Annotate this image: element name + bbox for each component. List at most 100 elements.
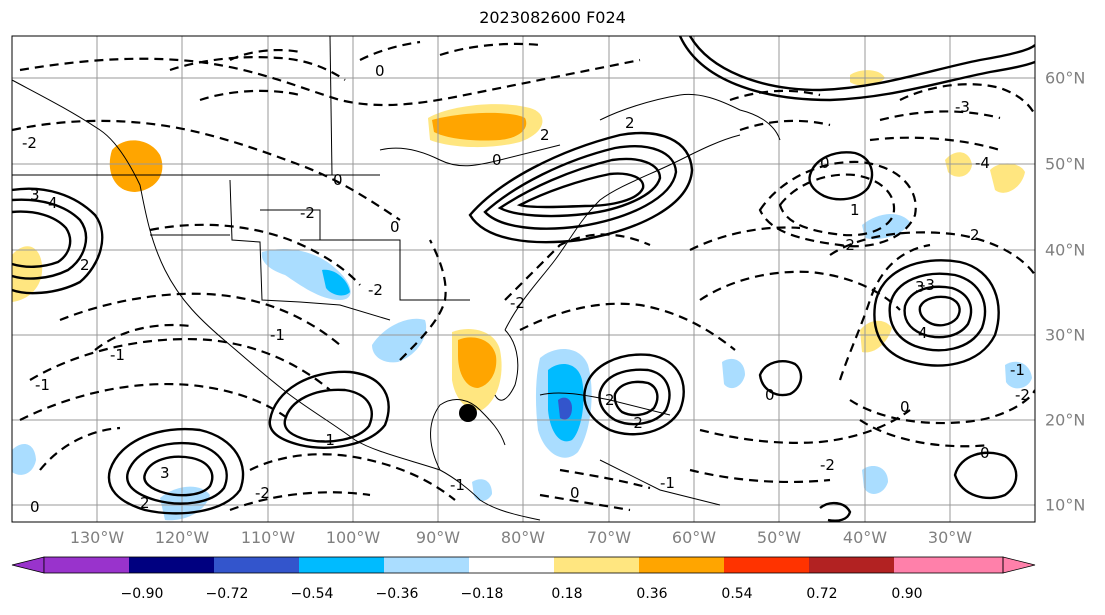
lat-label: 10°N bbox=[1045, 495, 1086, 515]
contour-label: -2 bbox=[22, 134, 37, 152]
contour-label: -1 bbox=[450, 476, 465, 494]
contour-label: 4 bbox=[48, 194, 58, 212]
contour-label: -2 bbox=[820, 456, 835, 474]
lon-label: 50°W bbox=[756, 528, 802, 547]
lon-label: 70°W bbox=[586, 528, 632, 547]
lon-label: 100°W bbox=[325, 528, 381, 547]
dashed-contours bbox=[12, 40, 1035, 512]
lon-label: 80°W bbox=[500, 528, 546, 547]
contour-label: 0 bbox=[980, 444, 990, 462]
shade-pos-atlantic-north2 bbox=[990, 163, 1025, 193]
lon-label: 130°W bbox=[69, 528, 125, 547]
colorbar-segment bbox=[44, 557, 129, 573]
contour-label: 3 bbox=[915, 278, 925, 296]
contour-label: 0 bbox=[900, 398, 910, 416]
contour-label: -2 bbox=[840, 236, 855, 254]
shade-neg-caribbean-dark bbox=[558, 397, 572, 420]
contour-label: -2 bbox=[628, 414, 643, 432]
colorbar-outline bbox=[43, 556, 1004, 574]
contour-label: 3 bbox=[160, 464, 170, 482]
contour-label: 2 bbox=[605, 391, 615, 409]
colorbar-tick: 0.72 bbox=[806, 586, 838, 602]
map-title: 2023082600 F024 bbox=[479, 8, 626, 27]
storm-center-marker bbox=[459, 404, 477, 422]
colorbar bbox=[11, 556, 1036, 574]
contour-label: 0 bbox=[333, 171, 343, 189]
shade-neg-pac-w bbox=[12, 444, 36, 475]
contour-label: 2 bbox=[540, 126, 550, 144]
shade-neg-texas bbox=[372, 318, 427, 363]
colorbar-segment bbox=[894, 557, 1003, 573]
graticule bbox=[12, 36, 1035, 522]
colorbar-segment bbox=[384, 557, 469, 573]
colorbar-tick: −0.72 bbox=[205, 586, 249, 602]
colorbar-tick: 0.18 bbox=[551, 586, 583, 602]
colorbar-segment bbox=[299, 557, 384, 573]
contour-label: -3 bbox=[920, 276, 935, 294]
colorbar-segment bbox=[809, 557, 894, 573]
contour-label: 2 bbox=[140, 494, 150, 512]
contour-label: 0 bbox=[375, 62, 385, 80]
shade-neg-plains-core bbox=[322, 269, 350, 296]
shaded-regions bbox=[12, 70, 1032, 521]
contour-label: -4 bbox=[975, 154, 990, 172]
contour-label: -1 bbox=[270, 326, 285, 344]
lon-label: 60°W bbox=[671, 528, 717, 547]
colorbar-segment bbox=[724, 557, 809, 573]
contour-label: -3 bbox=[955, 98, 970, 116]
lon-label: 90°W bbox=[415, 528, 461, 547]
shade-pos-midatlantic-east bbox=[860, 320, 892, 353]
shade-pos-pnw bbox=[109, 140, 163, 192]
colorbar-tick: −0.18 bbox=[460, 586, 504, 602]
colorbar-segment bbox=[214, 557, 299, 573]
shade-pos-gulf-core bbox=[458, 337, 497, 388]
contour-label: -2 bbox=[1015, 386, 1030, 404]
colorbar-tick: −0.36 bbox=[375, 586, 419, 602]
shade-neg-carib-s bbox=[472, 479, 492, 502]
lat-label: 30°N bbox=[1045, 325, 1086, 345]
colorbar-tick: −0.54 bbox=[290, 586, 334, 602]
colorbar-tick: 0.54 bbox=[721, 586, 753, 602]
shade-neg-sw bbox=[862, 466, 888, 494]
contour-label: -2 bbox=[510, 294, 525, 312]
map-frame bbox=[11, 35, 1036, 523]
colorbar-extend-high bbox=[1002, 556, 1036, 574]
lon-label: 120°W bbox=[154, 528, 210, 547]
shade-neg-atl-mid bbox=[862, 214, 910, 240]
colorbar-segment bbox=[469, 557, 554, 573]
contour-label: 0 bbox=[390, 218, 400, 236]
contour-label: 2 bbox=[970, 226, 980, 244]
contour-label: 0 bbox=[30, 498, 40, 516]
contour-label: 1 bbox=[850, 201, 860, 219]
contour-labels: 0 0 0 2 -2 -2 -3 -4 4 3 -3 -1 -1 2 -2 2 … bbox=[22, 62, 1030, 516]
contour-label: -2 bbox=[300, 204, 315, 222]
coastlines bbox=[12, 36, 781, 521]
colorbar-segment bbox=[129, 557, 214, 573]
contour-label: 2 bbox=[625, 114, 635, 132]
contour-label: 0 bbox=[765, 386, 775, 404]
contour-label: -1 bbox=[1010, 361, 1025, 379]
contour-label: 2 bbox=[80, 256, 90, 274]
contour-label: 3 bbox=[30, 186, 40, 204]
lat-label: 40°N bbox=[1045, 240, 1086, 260]
contour-label: 4 bbox=[918, 324, 928, 342]
contour-label: -2 bbox=[255, 484, 270, 502]
contour-label: -1 bbox=[110, 346, 125, 364]
colorbar-segment bbox=[554, 557, 639, 573]
contour-label: -1 bbox=[320, 431, 335, 449]
contour-label: -2 bbox=[368, 281, 383, 299]
shade-pos-hudson-core bbox=[432, 112, 527, 141]
colorbar-tick: 0.90 bbox=[891, 586, 923, 602]
lon-label: 110°W bbox=[240, 528, 296, 547]
lon-label: 30°W bbox=[927, 528, 973, 547]
contour-label: 0 bbox=[570, 484, 580, 502]
colorbar-tick: 0.36 bbox=[636, 586, 668, 602]
lon-label: 40°W bbox=[842, 528, 888, 547]
solid-contours bbox=[12, 36, 1035, 522]
lat-label: 20°N bbox=[1045, 410, 1086, 430]
shade-neg-e-atl bbox=[1005, 361, 1032, 389]
contour-label: 0 bbox=[820, 154, 830, 172]
shade-pos-westcoast bbox=[12, 246, 43, 302]
lat-label: 50°N bbox=[1045, 154, 1086, 174]
